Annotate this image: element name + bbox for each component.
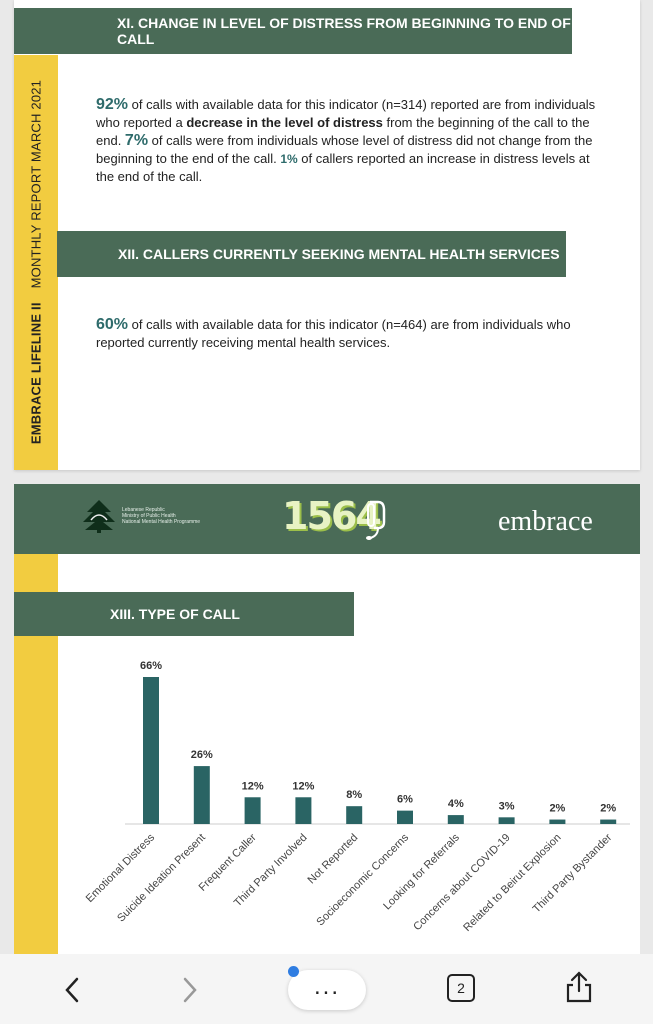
bar-value-label: 8%: [346, 789, 362, 801]
side-band: [14, 55, 58, 470]
text-part: of calls were from individuals whose lev…: [96, 133, 593, 166]
bar-2: [244, 797, 261, 824]
bar-value-label: 26%: [191, 749, 213, 761]
cedar-logo-icon: [83, 500, 115, 533]
bar-value-label: 2%: [600, 803, 616, 815]
tabs-button[interactable]: 2: [447, 974, 475, 1002]
category-label: Socioeconomic Concerns: [314, 831, 411, 928]
stat-increase: 1%: [280, 152, 298, 166]
bar-value-label: 4%: [448, 798, 464, 810]
bar-9: [600, 819, 617, 824]
text-bold: decrease in the level of distress: [186, 115, 383, 130]
section-13-header: XIII. TYPE OF CALL: [14, 592, 354, 636]
stat-no-change: 7%: [124, 132, 149, 149]
report-page-2: Lebanese Republic Ministry of Public Hea…: [14, 484, 640, 954]
bar-7: [498, 817, 515, 824]
side-label-program: EMBRACE LIFELINE II: [28, 302, 44, 445]
more-button[interactable]: ...: [288, 970, 366, 1010]
report-banner: Lebanese Republic Ministry of Public Hea…: [14, 484, 640, 554]
category-label: Concerns about COVID-19: [411, 832, 512, 933]
report-page-1: EMBRACE LIFELINE II MONTHLY REPORT MARCH …: [14, 0, 640, 470]
bar-5: [397, 810, 413, 824]
stat-receiving-services: 60%: [96, 316, 129, 333]
tab-count: 2: [457, 980, 465, 996]
bar-3: [295, 797, 312, 824]
stat-decrease: 92%: [96, 96, 129, 113]
notification-dot: [288, 966, 299, 977]
section-11-title-line2: CALL: [117, 31, 155, 47]
category-label: Related to Beirut Explosion: [461, 832, 563, 934]
ministry-line: National Mental Health Programme: [122, 519, 201, 525]
text-part: of callers reported an increase in distr…: [96, 151, 590, 184]
headset-icon: [366, 500, 386, 540]
section-13-title: XIII. TYPE OF CALL: [110, 606, 240, 622]
bar-value-label: 66%: [140, 660, 162, 672]
category-label: Suicide Ideation Present: [115, 832, 208, 925]
section-12-title: XII. CALLERS CURRENTLY SEEKING MENTAL HE…: [118, 246, 560, 262]
share-icon[interactable]: [564, 970, 594, 1004]
bar-0: [143, 677, 159, 824]
bar-6: [447, 815, 464, 824]
bar-value-label: 2%: [549, 803, 565, 815]
more-dots-icon: ...: [313, 973, 340, 1000]
hotline-logo: 1564: [282, 494, 382, 538]
ministry-line: Ministry of Public Health: [122, 513, 176, 519]
bar-value-label: 6%: [397, 794, 413, 806]
side-label-report: MONTHLY REPORT MARCH 2021: [28, 79, 44, 289]
section-11-text: 92% of calls with available data for thi…: [96, 96, 596, 186]
text-part: of calls with available data for this in…: [96, 97, 596, 130]
section-11-title-line1: XI. CHANGE IN LEVEL OF DISTRESS FROM BEG…: [117, 15, 571, 31]
text-part: of calls with available data for this in…: [96, 317, 571, 350]
text-part: from the beginning of the call to the en…: [96, 115, 590, 148]
bar-value-label: 12%: [242, 780, 264, 792]
forward-arrow-icon[interactable]: [180, 976, 200, 1004]
side-label: EMBRACE LIFELINE II MONTHLY REPORT MARCH …: [29, 80, 44, 444]
back-arrow-icon[interactable]: [62, 976, 82, 1004]
section-12-header: XII. CALLERS CURRENTLY SEEKING MENTAL HE…: [57, 231, 566, 277]
bar-4: [346, 806, 363, 824]
ministry-line: Lebanese Republic: [122, 507, 165, 513]
ministry-label: Lebanese Republic Ministry of Public Hea…: [122, 507, 200, 525]
section-11-header: XI. CHANGE IN LEVEL OF DISTRESS FROM BEG…: [14, 8, 572, 54]
bar-value-label: 12%: [292, 780, 314, 792]
embrace-logo: embrace: [498, 506, 593, 537]
browser-toolbar: ... 2: [0, 954, 653, 1024]
category-label: Not Reported: [306, 832, 361, 887]
bar-1: [193, 766, 210, 824]
bar-value-label: 3%: [499, 800, 515, 812]
bar-8: [549, 819, 566, 824]
section-12-text: 60% of calls with available data for thi…: [96, 316, 576, 352]
